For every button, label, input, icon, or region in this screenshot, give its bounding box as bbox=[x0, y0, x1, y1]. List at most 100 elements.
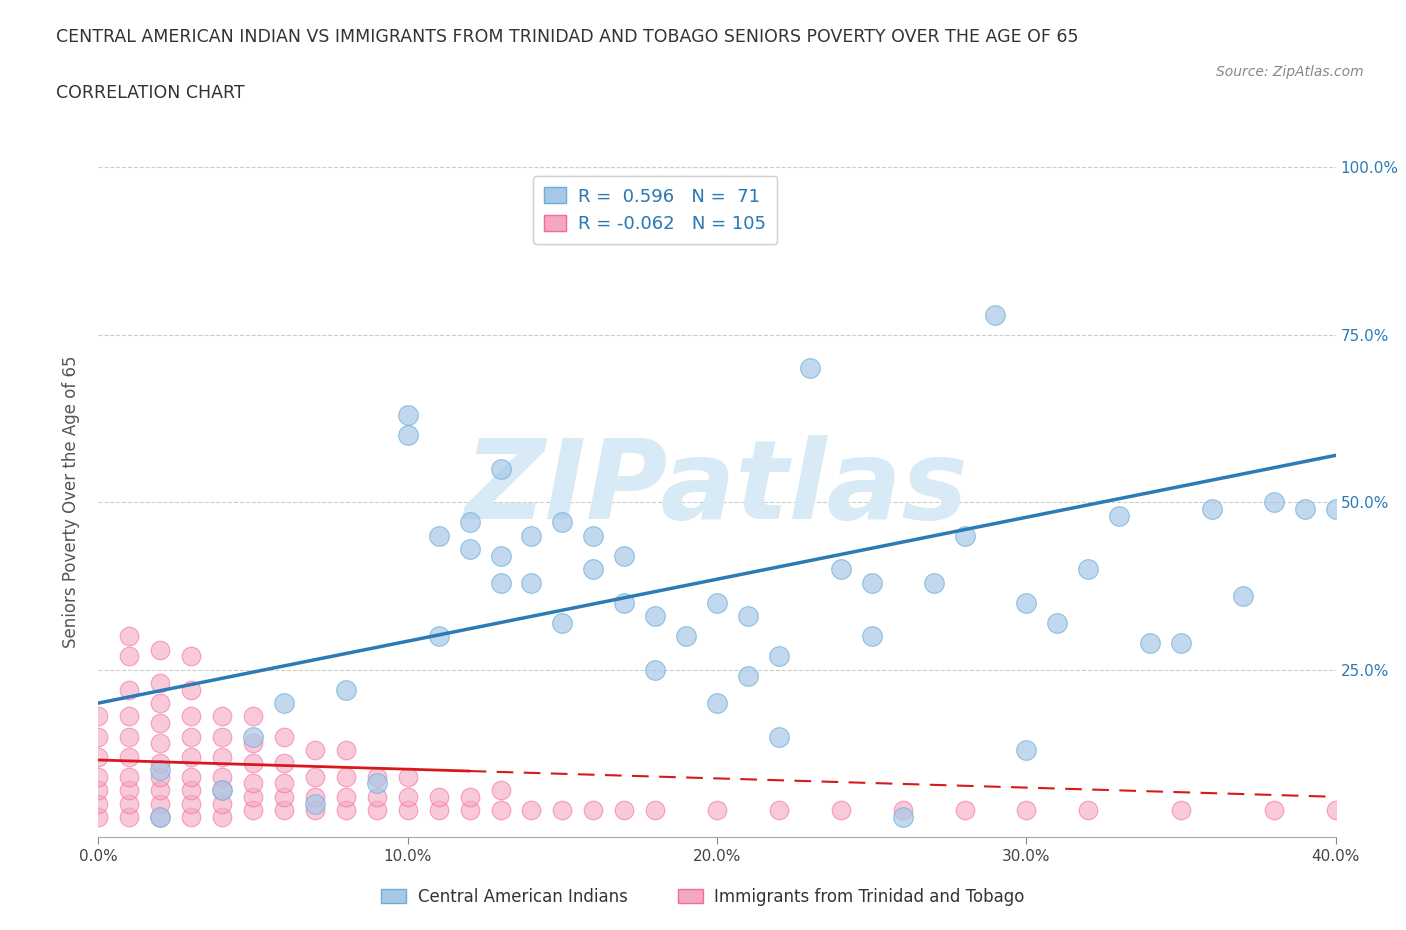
Point bbox=[1324, 501, 1347, 516]
Point bbox=[366, 776, 388, 790]
Point bbox=[860, 575, 883, 590]
Point bbox=[427, 528, 450, 543]
Point bbox=[1046, 616, 1069, 631]
Point bbox=[1108, 508, 1130, 523]
Point bbox=[335, 769, 357, 784]
Point bbox=[87, 796, 110, 811]
Point bbox=[613, 549, 636, 564]
Point bbox=[149, 809, 172, 824]
Point bbox=[366, 790, 388, 804]
Point bbox=[458, 790, 481, 804]
Point bbox=[273, 696, 295, 711]
Point bbox=[118, 750, 141, 764]
Text: ZIPatlas: ZIPatlas bbox=[465, 435, 969, 542]
Point bbox=[273, 729, 295, 744]
Point bbox=[180, 683, 202, 698]
Point bbox=[1324, 803, 1347, 817]
Point bbox=[396, 407, 419, 422]
Point bbox=[87, 729, 110, 744]
Point bbox=[644, 662, 666, 677]
Point bbox=[304, 803, 326, 817]
Point bbox=[211, 729, 233, 744]
Point bbox=[891, 809, 914, 824]
Point bbox=[1139, 635, 1161, 650]
Point bbox=[458, 803, 481, 817]
Point bbox=[118, 796, 141, 811]
Point bbox=[1077, 562, 1099, 577]
Point bbox=[211, 783, 233, 798]
Point bbox=[211, 796, 233, 811]
Point bbox=[706, 696, 728, 711]
Point bbox=[551, 803, 574, 817]
Point bbox=[304, 769, 326, 784]
Point bbox=[149, 642, 172, 657]
Point bbox=[489, 783, 512, 798]
Point bbox=[427, 803, 450, 817]
Point bbox=[953, 528, 976, 543]
Point bbox=[149, 696, 172, 711]
Point bbox=[180, 750, 202, 764]
Point bbox=[242, 776, 264, 790]
Point bbox=[87, 709, 110, 724]
Point bbox=[242, 790, 264, 804]
Point bbox=[1015, 595, 1038, 610]
Point bbox=[87, 809, 110, 824]
Point bbox=[335, 790, 357, 804]
Point bbox=[304, 796, 326, 811]
Point bbox=[1294, 501, 1316, 516]
Text: CORRELATION CHART: CORRELATION CHART bbox=[56, 84, 245, 101]
Point bbox=[706, 595, 728, 610]
Point bbox=[149, 716, 172, 731]
Point bbox=[520, 803, 543, 817]
Text: CENTRAL AMERICAN INDIAN VS IMMIGRANTS FROM TRINIDAD AND TOBAGO SENIORS POVERTY O: CENTRAL AMERICAN INDIAN VS IMMIGRANTS FR… bbox=[56, 28, 1078, 46]
Point bbox=[118, 783, 141, 798]
Point bbox=[768, 803, 790, 817]
Point bbox=[87, 750, 110, 764]
Point bbox=[1170, 635, 1192, 650]
Point bbox=[273, 756, 295, 771]
Point bbox=[180, 769, 202, 784]
Point bbox=[489, 461, 512, 476]
Point bbox=[737, 608, 759, 623]
Point bbox=[1015, 803, 1038, 817]
Point bbox=[180, 809, 202, 824]
Point bbox=[1263, 803, 1285, 817]
Point bbox=[118, 649, 141, 664]
Point bbox=[149, 809, 172, 824]
Point bbox=[118, 809, 141, 824]
Point bbox=[180, 783, 202, 798]
Point bbox=[242, 709, 264, 724]
Point bbox=[396, 803, 419, 817]
Point bbox=[118, 769, 141, 784]
Point bbox=[427, 629, 450, 644]
Point bbox=[1263, 495, 1285, 510]
Point bbox=[118, 709, 141, 724]
Point bbox=[211, 769, 233, 784]
Point bbox=[706, 803, 728, 817]
Point bbox=[149, 763, 172, 777]
Point bbox=[520, 528, 543, 543]
Legend: Central American Indians, Immigrants from Trinidad and Tobago: Central American Indians, Immigrants fro… bbox=[374, 881, 1032, 912]
Point bbox=[87, 769, 110, 784]
Point bbox=[644, 608, 666, 623]
Point bbox=[180, 709, 202, 724]
Point bbox=[860, 629, 883, 644]
Point bbox=[830, 562, 852, 577]
Point bbox=[180, 649, 202, 664]
Point bbox=[118, 729, 141, 744]
Point bbox=[211, 709, 233, 724]
Point bbox=[799, 361, 821, 376]
Point bbox=[366, 769, 388, 784]
Point bbox=[149, 796, 172, 811]
Point bbox=[273, 790, 295, 804]
Point bbox=[335, 803, 357, 817]
Point bbox=[273, 803, 295, 817]
Point bbox=[396, 428, 419, 443]
Point bbox=[149, 736, 172, 751]
Point bbox=[768, 649, 790, 664]
Point bbox=[211, 809, 233, 824]
Point bbox=[211, 750, 233, 764]
Point bbox=[984, 307, 1007, 322]
Point bbox=[1201, 501, 1223, 516]
Point bbox=[551, 616, 574, 631]
